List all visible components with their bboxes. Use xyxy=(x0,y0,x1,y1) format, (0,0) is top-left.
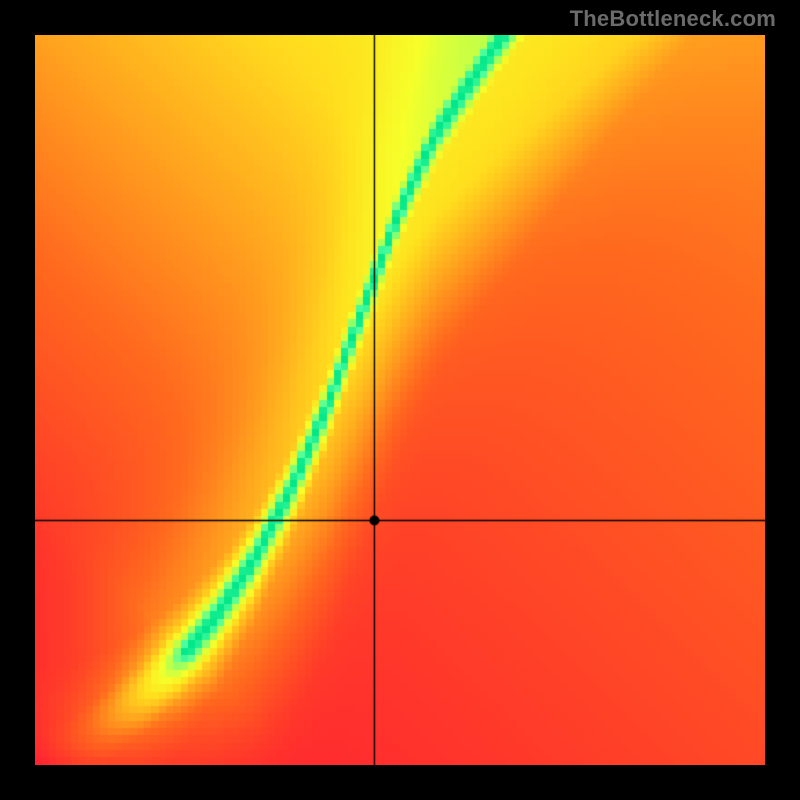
watermark-text: TheBottleneck.com xyxy=(570,6,776,32)
heatmap-plot xyxy=(35,35,765,765)
